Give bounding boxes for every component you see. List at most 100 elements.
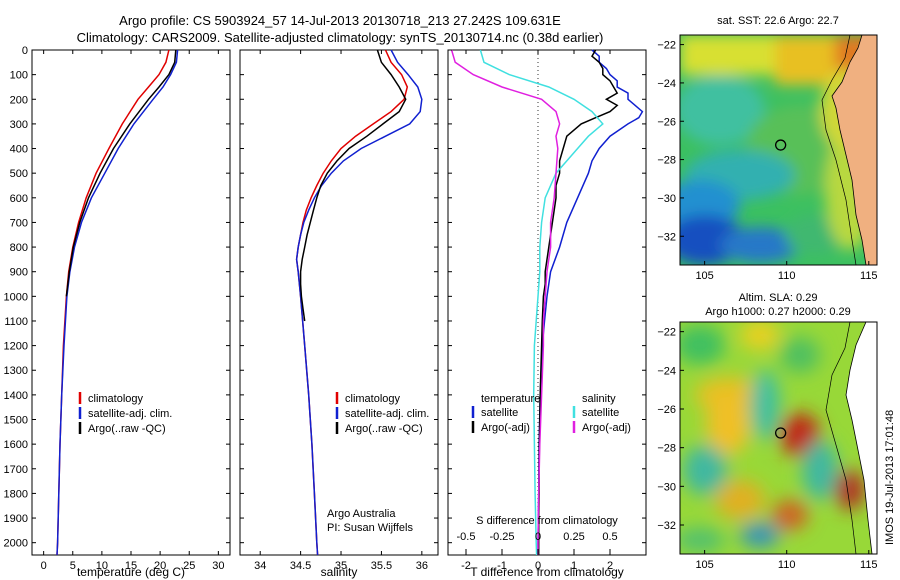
argo-australia-label: Argo Australia [327,508,396,520]
sst-map-image [680,35,877,265]
x-tick-label: 34 [254,560,266,572]
map-x-tick-label: 115 [860,559,878,571]
y-tick-label: 300 [10,119,28,131]
sla-coastline-land [845,322,877,554]
x-tick-label: 35 [335,560,347,572]
x-tick-label: -2 [461,560,471,572]
legend-sal-satellite-label: satellite [582,407,619,419]
map-y-tick-label: −28 [657,155,676,167]
salinity-series-satellite-adj-clim [295,49,423,556]
x-tick-label: 0 [41,560,47,572]
salinity-axes-frame [239,49,439,556]
y-tick-label: 1500 [4,415,28,427]
x-tick-label: -1 [497,560,507,572]
map-y-tick-label: −30 [657,481,676,493]
legend-climatology-label: climatology [345,393,401,405]
salinity-panel: 34 34.5 35 35.5 36 salinity climatology sate… [239,49,439,579]
temperature-axes-frame [31,49,231,556]
temperature-series-argo-raw-qc [65,49,177,297]
map-y-tick-label: −24 [657,365,676,377]
temperature-series-climatology [56,49,170,556]
sst-map-title: sat. SST: 22.6 Argo: 22.7 [717,15,839,27]
differences-series-salinity-satellite [479,49,604,556]
y-tick-label: 900 [10,267,28,279]
sla-map-title-line2: Argo h1000: 0.27 h2000: 0.29 [705,306,851,318]
map-y-tick-label: −22 [657,40,676,52]
sla-shelf-contour [825,322,857,554]
temperature-panel: 0 5 10 15 20 25 300100200300400500600700800900… [4,45,231,579]
difference-panel: -2 -1 0 1 2 -0.5 -0.25 0 0.25 0.5 T difference fr… [447,49,647,579]
map-y-tick-label: −22 [657,327,676,339]
legend-sal-argo-label: Argo(-adj) [582,422,631,434]
y-tick-label: 1100 [4,316,28,328]
map-y-tick-label: −32 [657,231,676,243]
map-x-tick-label: 105 [695,559,713,571]
y-tick-label: 400 [10,144,28,156]
sla-map-panel: Altim. SLA: 0.29 Argo h1000: 0.27 h2000:… [657,292,877,571]
sla-map-title-line1: Altim. SLA: 0.29 [739,292,818,304]
y-tick-label: 800 [10,242,28,254]
difference-xlabel: T difference from climatology [470,565,624,579]
top-x-tick-label: 0.5 [602,531,617,543]
y-tick-label: 1000 [4,291,28,303]
y-tick-label: 100 [10,70,28,82]
page-title: Argo profile: CS 5903924_57 14-Jul-2013 … [119,13,561,28]
x-tick-label: 20 [154,560,166,572]
y-tick-label: 500 [10,168,28,180]
map-y-tick-label: −26 [657,116,676,128]
legend-argo-label: Argo(..raw -QC) [345,423,423,435]
map-y-tick-label: −32 [657,520,676,532]
x-tick-label: 34.5 [290,560,311,572]
x-tick-label: 5 [70,560,76,572]
difference-legend: temperature salinity satellite Argo(-adj… [471,393,631,434]
temperature-series-satellite-adj-clim [56,49,179,556]
sla-argo-position-marker [775,427,787,439]
x-tick-label: 10 [96,560,108,572]
x-tick-label: 25 [183,560,195,572]
y-tick-label: 700 [10,217,28,229]
top-x-tick-label: 0 [535,531,541,543]
sst-argo-position-marker [775,139,787,151]
map-y-tick-label: −24 [657,78,676,90]
legend-argo-label: Argo(..raw -QC) [88,423,166,435]
y-tick-label: 1800 [4,488,28,500]
map-x-tick-label: 115 [860,270,878,282]
legend-salinity-header: salinity [582,393,616,405]
legend-satellite-label: satellite-adj. clim. [88,408,172,420]
sla-map-frame [679,321,878,555]
imos-timestamp: IMOS 19-Jul-2013 17:01:48 [884,410,896,545]
map-x-tick-label: 105 [695,270,713,282]
map-x-tick-label: 110 [778,559,796,571]
x-tick-label: 30 [212,560,224,572]
map-y-tick-label: −30 [657,193,676,205]
difference-top-xlabel: S difference from climatology [476,515,618,527]
y-tick-label: 1900 [4,513,28,525]
sst-coastline-land [831,35,877,265]
x-tick-label: 2 [607,560,613,572]
differences-series-temperature-satellite [537,49,644,555]
salinity-legend: climatology satellite-adj. clim. Argo(..… [335,392,429,435]
pi-label: PI: Susan Wijffels [327,522,413,534]
top-x-tick-label: 0.25 [563,531,584,543]
y-tick-label: 2000 [4,538,28,550]
legend-temperature-header: temperature [481,393,540,405]
differences-series-temperature-argo-adj [537,49,619,555]
sst-map-frame [679,34,878,266]
differences-series-salinity-argo-adj [450,49,561,555]
legend-climatology-label: climatology [88,393,144,405]
x-tick-label: 35.5 [371,560,392,572]
y-tick-label: 1600 [4,439,28,451]
x-tick-label: 36 [416,560,428,572]
y-tick-label: 1400 [4,390,28,402]
sst-map-panel: sat. SST: 22.6 Argo: 22.7 105 110 [657,15,878,282]
page-subtitle: Climatology: CARS2009. Satellite-adjuste… [77,30,604,45]
map-x-tick-label: 110 [778,270,796,282]
legend-satellite-label: satellite-adj. clim. [345,408,429,420]
y-tick-label: 600 [10,193,28,205]
legend-temp-argo-label: Argo(-adj) [481,422,530,434]
map-y-tick-label: −28 [657,443,676,455]
sla-map-image [680,322,877,554]
y-tick-label: 200 [10,94,28,106]
salinity-series-argo-raw-qc [299,49,407,322]
